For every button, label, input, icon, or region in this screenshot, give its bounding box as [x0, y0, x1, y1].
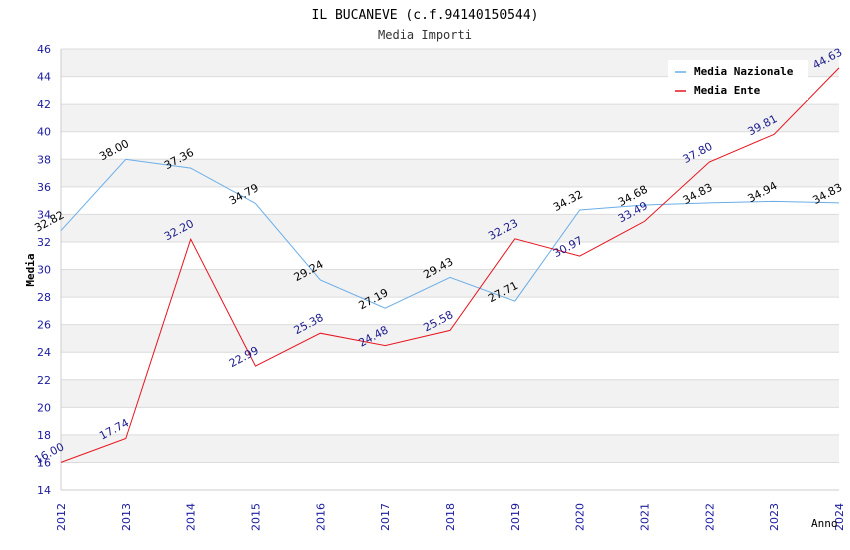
x-tick-label: 2020 [574, 503, 587, 531]
x-tick-label: 2018 [444, 503, 457, 531]
series-lines [60, 67, 840, 463]
y-tick-label: 36 [37, 181, 51, 194]
x-tick-label: 2013 [120, 503, 133, 531]
y-tick-label: 38 [37, 153, 51, 166]
plot-background-bands [61, 49, 839, 490]
plot-band [61, 407, 839, 435]
y-tick-label: 30 [37, 264, 51, 277]
x-tick-label: 2014 [185, 503, 198, 531]
y-tick-label: 34 [37, 208, 51, 221]
plot-band [61, 324, 839, 353]
y-tick-label: 44 [37, 71, 51, 84]
legend-label-media-ente: Media Ente [694, 84, 761, 97]
plot-band [61, 462, 839, 490]
plot-band [61, 104, 839, 132]
legend-box [668, 60, 808, 100]
y-tick-label: 32 [37, 236, 51, 249]
y-tick-label: 16 [37, 456, 51, 469]
y-tick-labels: 14 16 18 20 22 24 26 28 30 32 34 36 38 40 42 44 46 [37, 43, 51, 497]
y-tick-label: 22 [37, 374, 51, 387]
x-tick-label: 2022 [703, 503, 716, 531]
x-tick-label: 2012 [55, 503, 68, 531]
x-axis-label: Anno [811, 517, 838, 530]
axes [60, 49, 839, 491]
y-tick-label: 20 [37, 401, 51, 414]
chart-title: IL BUCANEVE (c.f.94140150544) [312, 8, 539, 23]
y-axis-label: Media [24, 253, 37, 286]
x-tick-label: 2015 [250, 503, 263, 531]
x-tick-label: 2024 [833, 503, 846, 531]
y-tick-label: 28 [37, 291, 51, 304]
y-tick-label: 24 [37, 346, 51, 359]
y-tick-label: 14 [37, 484, 51, 497]
x-tick-labels: 2012 2013 2014 2015 2016 2017 2018 2019 2020 2021… [55, 503, 846, 531]
x-tick-label: 2021 [639, 503, 652, 531]
x-tick-label: 2019 [509, 503, 522, 531]
y-tick-label: 46 [37, 43, 51, 56]
y-tick-label: 40 [37, 126, 51, 139]
plot-band [61, 297, 839, 325]
series-line-media-ente [60, 67, 840, 463]
plot-band [61, 352, 839, 380]
plot-band [61, 214, 839, 242]
plot-band [61, 241, 839, 270]
plot-band [61, 269, 839, 298]
plot-band [61, 434, 839, 463]
series-line-media-nazionale [60, 158, 840, 309]
x-tick-label: 2023 [768, 503, 781, 531]
y-tick-label: 26 [37, 319, 51, 332]
legend: Media Nazionale Media Ente [668, 60, 808, 100]
plot-band [61, 131, 839, 160]
y-tick-label: 42 [37, 98, 51, 111]
plot-band [61, 159, 839, 187]
chart-subtitle: Media Importi [378, 28, 472, 42]
plot-band [61, 379, 839, 408]
x-tick-label: 2016 [314, 503, 327, 531]
horizontal-gridlines [61, 48, 839, 491]
legend-label-media-nazionale: Media Nazionale [694, 65, 794, 78]
x-tick-label: 2017 [379, 503, 392, 531]
plot-band [61, 186, 839, 215]
y-tick-label: 18 [37, 429, 51, 442]
